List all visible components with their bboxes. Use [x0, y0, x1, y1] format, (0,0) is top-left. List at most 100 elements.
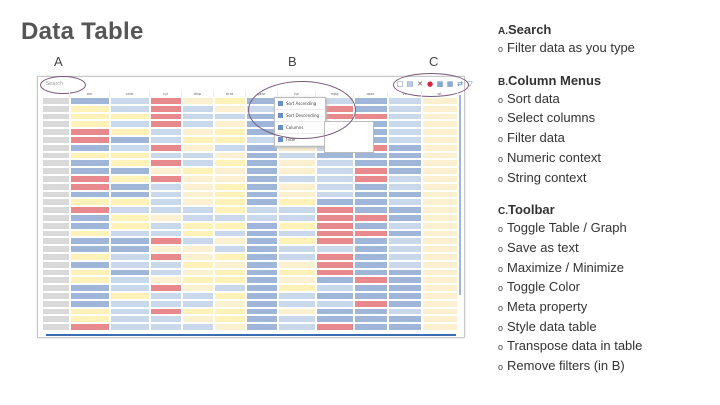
table-cell	[150, 112, 182, 121]
table-cell	[246, 182, 278, 191]
table-cell	[246, 276, 278, 285]
table-cell	[246, 167, 278, 175]
table-cell	[70, 252, 110, 261]
table-cell	[388, 245, 422, 253]
table-cell	[70, 190, 110, 199]
table-cell	[42, 252, 70, 261]
table-cell	[278, 268, 316, 277]
table-cell	[354, 237, 388, 246]
list-item: o Meta property	[498, 299, 588, 315]
table-cell	[182, 213, 214, 222]
table-cell	[214, 229, 246, 238]
table-cell	[278, 284, 316, 292]
table-cell	[110, 315, 150, 324]
table-cell	[42, 206, 70, 214]
list-item: o Remove filters (in B)	[498, 358, 625, 374]
table-cell	[246, 291, 278, 300]
table-cell	[42, 229, 70, 238]
table-cell	[422, 299, 458, 308]
table-cell	[150, 213, 182, 222]
column-header[interactable]: am	[70, 91, 110, 97]
table-cell	[278, 276, 316, 285]
column-header[interactable]: disp	[182, 91, 214, 97]
table-cell	[354, 174, 388, 183]
table-cell	[150, 190, 182, 199]
table-cell	[316, 182, 354, 191]
table-cell	[182, 135, 214, 144]
section-title: Column Menus	[508, 72, 602, 88]
table-cell	[110, 284, 150, 292]
table-cell	[110, 323, 150, 331]
table-cell	[388, 299, 422, 308]
table-cell	[42, 299, 70, 308]
column-header[interactable]: cyl	[150, 91, 182, 97]
table-cell	[316, 229, 354, 238]
table-cell	[70, 128, 110, 136]
table-row	[42, 206, 458, 214]
table-cell	[70, 159, 110, 168]
table-cell	[70, 182, 110, 191]
filter-icon[interactable]: ▽	[467, 80, 473, 88]
table-cell	[42, 213, 70, 222]
vertical-scrollbar[interactable]	[459, 95, 461, 295]
table-cell	[182, 315, 214, 324]
column-header[interactable]: qsec	[354, 91, 388, 97]
list-item: o String context	[498, 169, 587, 185]
table-cell	[110, 190, 150, 199]
table-cell	[110, 206, 150, 214]
table-cell	[422, 104, 458, 113]
table-cell	[388, 167, 422, 175]
marker-c: C	[429, 54, 439, 69]
table-cell	[316, 323, 354, 331]
column-header[interactable]: drat	[214, 91, 246, 97]
table-cell	[70, 213, 110, 222]
table-cell	[150, 135, 182, 144]
table-cell	[150, 299, 182, 308]
table-cell	[388, 198, 422, 207]
table-row	[42, 323, 458, 331]
toolbar-highlight	[393, 73, 469, 97]
table-cell	[422, 112, 458, 121]
table-cell	[110, 268, 150, 277]
table-cell	[388, 143, 422, 152]
table-cell	[246, 268, 278, 277]
table-cell	[70, 120, 110, 129]
table-cell	[354, 291, 388, 300]
table-cell	[214, 159, 246, 168]
table-cell	[214, 128, 246, 136]
column-header[interactable]: vs	[388, 91, 422, 97]
table-cell	[70, 291, 110, 300]
table-cell	[150, 229, 182, 238]
table-row	[42, 190, 458, 199]
table-row	[42, 128, 458, 136]
table-cell	[182, 221, 214, 230]
menu-item-filter[interactable]: Filter	[275, 134, 325, 146]
table-cell	[42, 97, 70, 105]
table-row	[42, 229, 458, 238]
table-cell	[110, 276, 150, 285]
table-cell	[214, 182, 246, 191]
table-cell	[182, 291, 214, 300]
table-cell	[388, 229, 422, 238]
table-cell	[422, 206, 458, 214]
table-cell	[110, 291, 150, 300]
table-cell	[278, 291, 316, 300]
column-header[interactable]	[42, 91, 70, 97]
table-cell	[246, 315, 278, 324]
column-header[interactable]: wt	[422, 91, 458, 97]
table-cell	[70, 97, 110, 105]
table-cell	[42, 182, 70, 191]
table-cell	[214, 237, 246, 246]
table-cell	[150, 120, 182, 129]
table-cell	[42, 143, 70, 152]
table-cell	[278, 213, 316, 222]
list-item: o Select columns	[498, 110, 596, 126]
table-cell	[150, 291, 182, 300]
column-header[interactable]: carb	[110, 91, 150, 97]
table-cell	[110, 159, 150, 168]
table-cell	[278, 190, 316, 199]
table-cell	[214, 151, 246, 160]
horizontal-scrollbar[interactable]	[46, 334, 456, 336]
table-cell	[70, 229, 110, 238]
table-cell	[182, 323, 214, 331]
